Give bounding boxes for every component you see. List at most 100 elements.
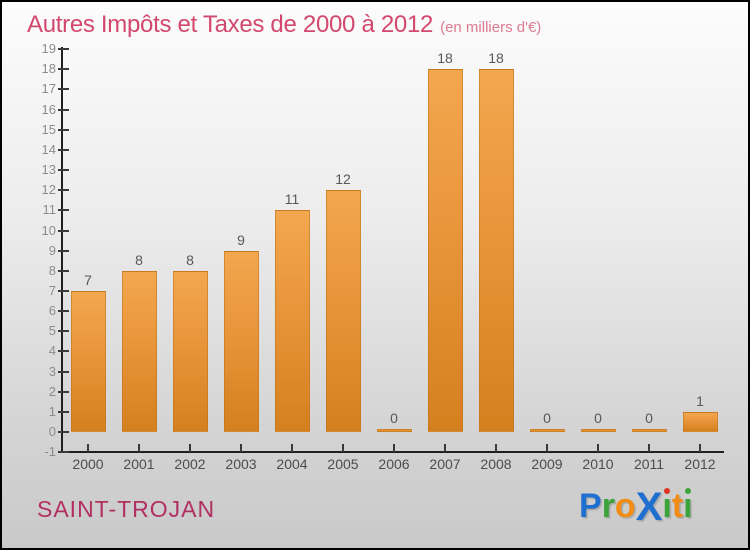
y-axis-tick: [58, 169, 69, 172]
y-tick-label: 2: [48, 383, 56, 399]
y-axis-tick: [58, 330, 69, 333]
bar-value-label: 7: [84, 271, 92, 288]
y-tick-label: 17: [41, 81, 56, 97]
y-tick-label: 19: [41, 41, 56, 57]
y-axis-tick: [58, 108, 69, 111]
x-axis-tick: [189, 444, 191, 452]
y-tick-label: 10: [41, 222, 56, 238]
logo-letter: o: [614, 487, 636, 525]
bar-2012: [682, 411, 718, 432]
logo-letter: ı: [662, 487, 672, 525]
x-tick-label: 2005: [327, 456, 359, 472]
bar-2005: [325, 190, 361, 432]
proxiti-logo: ProXı tı: [579, 485, 693, 529]
x-axis-tick: [138, 444, 140, 452]
x-tick-label: 2003: [225, 456, 257, 472]
y-tick-label: 18: [41, 61, 56, 77]
y-axis-tick: [58, 410, 69, 413]
y-tick-label: 3: [48, 363, 56, 379]
x-axis-tick: [495, 444, 497, 452]
x-axis-tick: [87, 444, 89, 452]
logo-letter: ı: [683, 487, 693, 525]
y-axis-tick: [58, 229, 69, 232]
bar-2001: [121, 270, 157, 432]
municipality-name: SAINT-TROJAN: [37, 496, 216, 522]
x-axis-tick: [597, 444, 599, 452]
bar-value-label: 0: [543, 410, 551, 426]
x-axis-tick: [444, 444, 446, 452]
y-tick-label: 4: [48, 343, 56, 359]
y-axis-tick: [58, 249, 69, 252]
x-axis-tick: [699, 444, 701, 452]
x-tick-label: 2009: [531, 456, 563, 472]
y-axis-tick: [58, 350, 69, 353]
bar-2004: [274, 210, 310, 432]
bar-2011: [631, 429, 667, 432]
bar-value-label: 1: [696, 392, 704, 409]
x-tick-label: 2006: [378, 456, 410, 472]
x-axis-tick: [648, 444, 650, 452]
x-axis-tick: [546, 444, 548, 452]
y-tick-label: 7: [48, 282, 56, 298]
x-tick-label: 2000: [72, 456, 104, 472]
x-tick-label: 2010: [582, 456, 614, 472]
y-tick-label: 14: [41, 141, 56, 157]
bar-2002: [172, 270, 208, 432]
x-tick-label: 2004: [276, 456, 308, 472]
y-axis-tick: [58, 431, 69, 433]
bar-value-label: 0: [645, 410, 653, 426]
y-axis-tick: [58, 289, 69, 292]
chart-title: Autres Impôts et Taxes de 2000 à 2012: [27, 11, 434, 38]
y-tick-label: 11: [42, 202, 57, 218]
bar-value-label: 0: [594, 410, 602, 426]
y-tick-label: -1: [44, 444, 56, 460]
bar-2003: [223, 250, 259, 432]
logo-letter: r: [601, 487, 615, 525]
logo-letter-dot: [684, 488, 691, 494]
y-axis-tick: [58, 128, 69, 131]
bar-2009: [529, 429, 565, 432]
x-axis-line: [61, 451, 724, 453]
x-axis-tick: [291, 444, 293, 452]
bar-value-label: 18: [488, 50, 504, 67]
y-axis-tick: [58, 269, 69, 272]
bar-2007: [427, 69, 463, 432]
x-tick-label: 2008: [480, 456, 512, 472]
x-tick-label: 2012: [684, 456, 716, 472]
bar-value-label: 11: [284, 191, 300, 208]
logo-letter: X: [635, 485, 663, 529]
y-tick-label: 5: [48, 323, 56, 339]
y-tick-label: 13: [41, 162, 56, 178]
x-axis-tick: [240, 444, 242, 452]
chart-subtitle: (en milliers d'€): [440, 19, 542, 36]
y-axis-tick: [58, 48, 69, 51]
y-tick-label: 8: [48, 262, 56, 278]
bar-2010: [580, 429, 616, 432]
y-tick-label: 0: [48, 424, 56, 439]
bar-2006: [376, 429, 412, 432]
chart-header: Autres Impôts et Taxes de 2000 à 2012 (en…: [27, 11, 541, 39]
y-axis-tick: [58, 148, 69, 151]
bar-value-label: 8: [186, 251, 194, 268]
y-axis-tick: [58, 68, 69, 71]
bar-value-label: 18: [437, 50, 453, 67]
y-axis-tick: [58, 209, 69, 212]
logo-letter: P: [579, 487, 602, 525]
x-tick-label: 2001: [123, 456, 155, 472]
x-axis-tick: [342, 444, 344, 452]
bar-value-label: 9: [237, 231, 245, 248]
y-tick-label: 12: [41, 182, 56, 198]
y-axis-tick: [58, 370, 69, 373]
bar-value-label: 8: [135, 251, 143, 268]
bar-value-label: 12: [335, 171, 351, 188]
y-axis-tick: [58, 451, 69, 454]
x-tick-label: 2002: [174, 456, 206, 472]
y-axis-tick: [58, 189, 69, 192]
y-tick-label: 6: [48, 303, 56, 319]
bar-value-label: 0: [390, 410, 398, 426]
y-axis-tick: [58, 390, 69, 393]
y-axis-tick: [58, 310, 69, 313]
y-tick-label: 15: [41, 121, 56, 137]
